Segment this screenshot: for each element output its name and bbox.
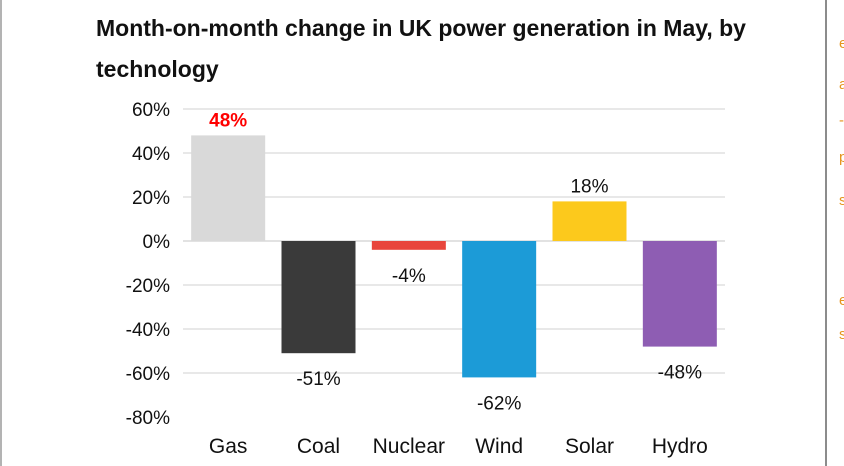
y-axis-tick-labels: 60% 40% 20% 0% -20% -40% -60% -80% [126,100,170,429]
x-axis-tick-labels: Gas Coal Nuclear Wind Solar Hydro [209,435,708,458]
data-label-solar: 18% [570,176,608,197]
y-tick-label: -20% [126,276,170,297]
clipped-text-fragment: e [839,292,844,309]
x-tick-label-gas: Gas [209,435,248,458]
clipped-text-fragment: p [839,149,844,166]
gridlines [183,108,725,374]
y-tick-label: 20% [132,188,170,209]
bars [191,135,717,378]
clipped-text-fragment: s [839,192,844,209]
x-tick-label-hydro: Hydro [652,435,708,458]
y-tick-label: 0% [143,232,171,253]
chart-title: Month-on-month change in UK power genera… [96,15,746,82]
bar-hydro [642,241,717,347]
x-tick-label-wind: Wind [475,435,523,458]
y-tick-label: 60% [132,100,170,121]
clipped-text-fragment: e [839,35,844,52]
bar-wind [462,241,537,378]
bar-gas [191,135,266,241]
x-tick-label-coal: Coal [297,435,340,458]
data-label-wind: -62% [477,393,521,414]
data-label-gas: 48% [209,110,247,131]
bar-coal [281,241,356,354]
y-tick-label: -80% [126,408,170,429]
data-labels: 48% -51% -4% -62% 18% -48% [209,110,702,414]
clipped-text-fragment: a [839,76,844,93]
data-label-coal: -51% [296,369,340,390]
x-tick-label-nuclear: Nuclear [373,435,445,458]
left-border [0,0,2,466]
y-tick-label: -60% [126,364,170,385]
y-tick-label: 40% [132,144,170,165]
bar-solar [552,201,627,241]
clipped-text-fragment: - [839,112,844,129]
data-label-hydro: -48% [658,363,702,384]
y-tick-label: -40% [126,320,170,341]
bar-nuclear [371,241,446,250]
clipped-text-fragment: s [839,326,844,343]
x-tick-label-solar: Solar [565,435,614,458]
data-label-nuclear: -4% [392,266,426,287]
